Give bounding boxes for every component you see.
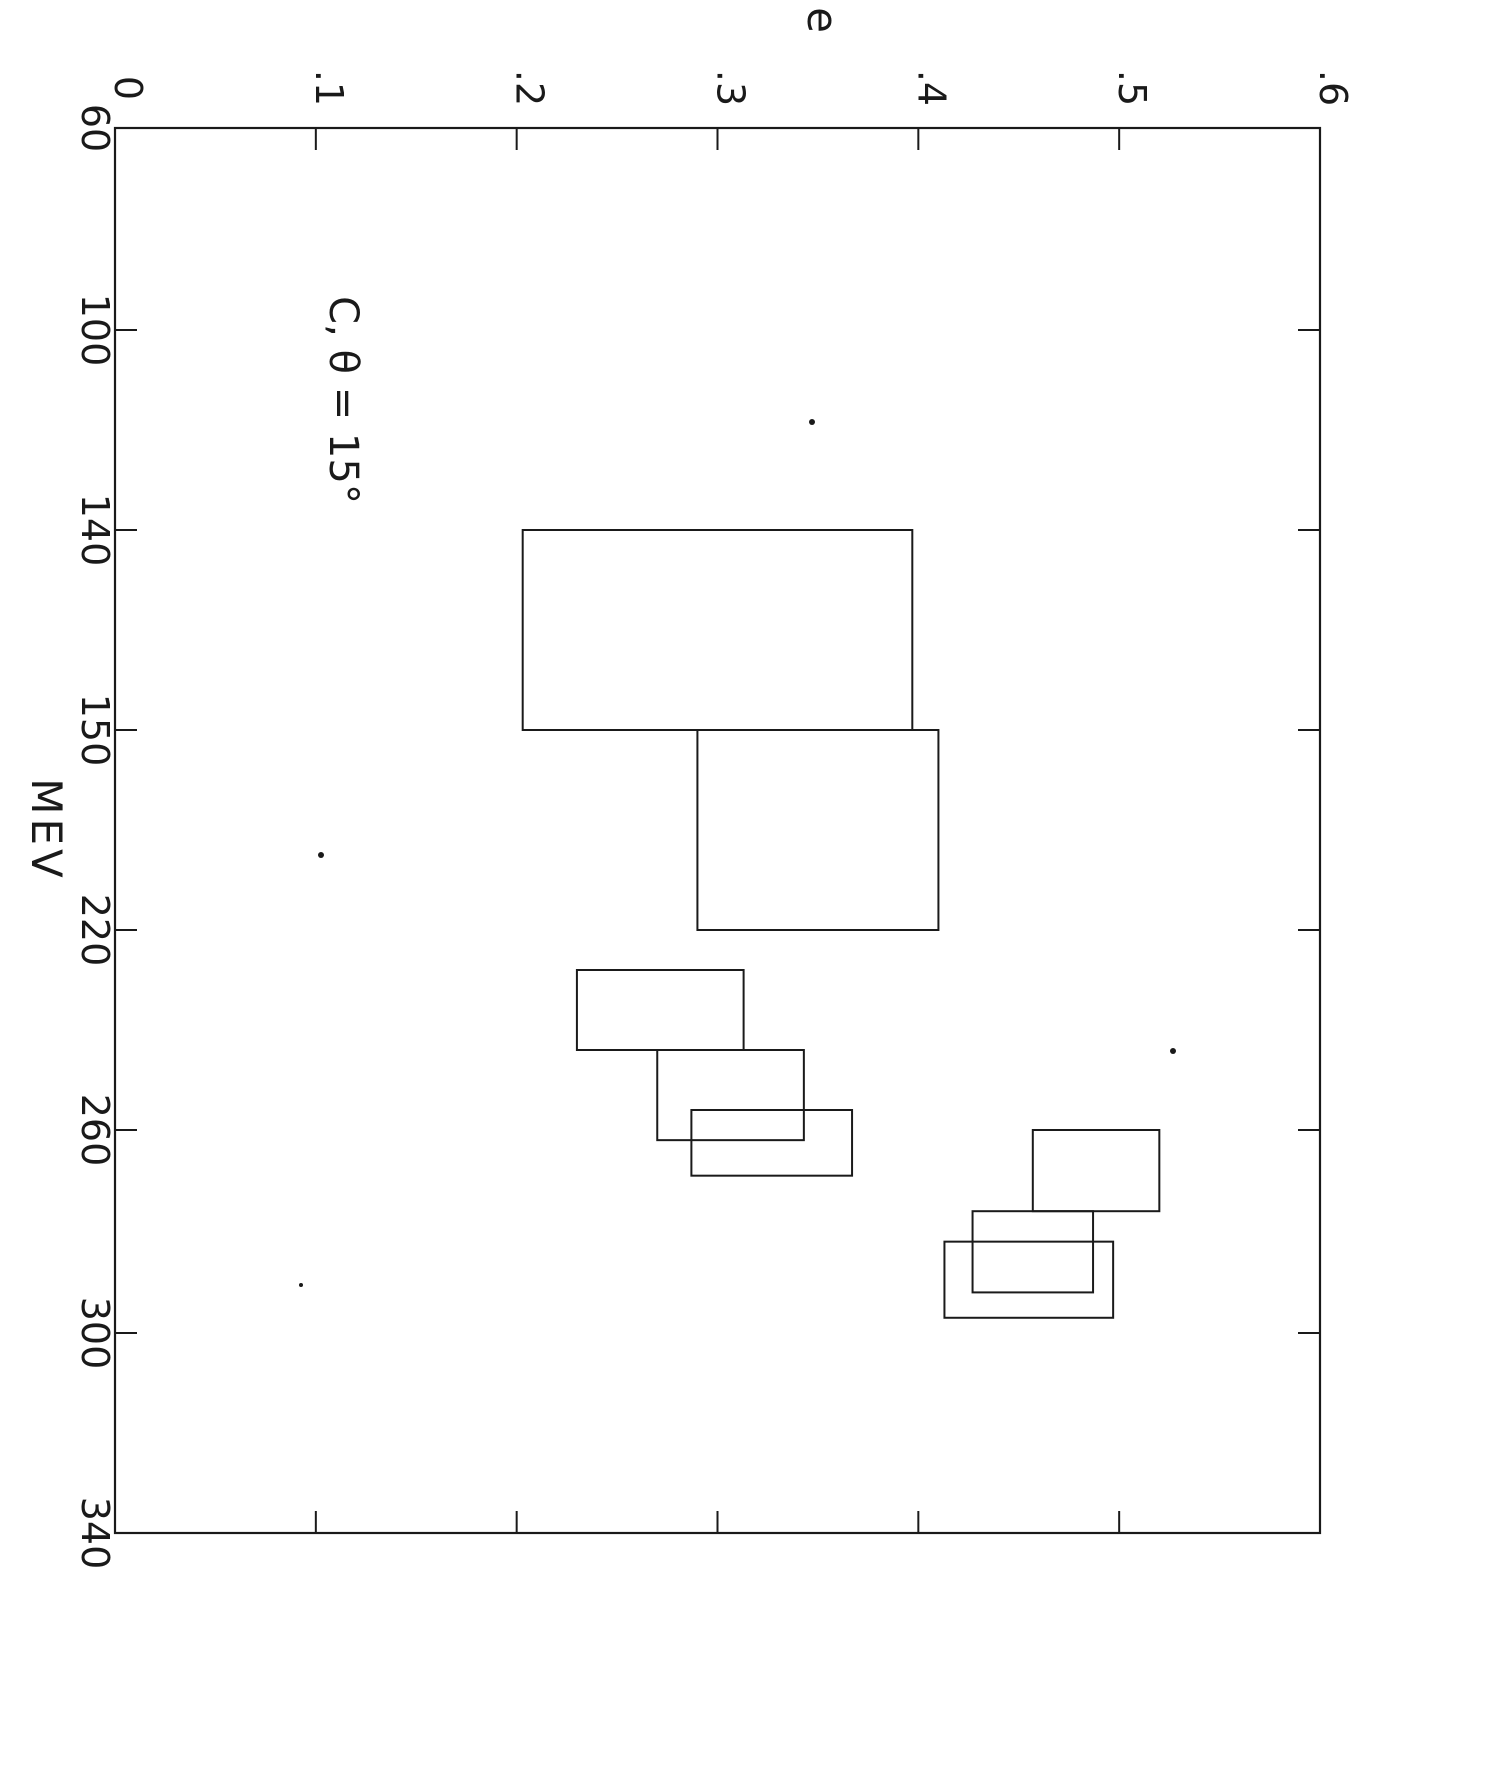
x-tick-label: 0	[106, 76, 150, 100]
scan-speck	[1170, 1048, 1176, 1054]
data-box	[1031, 1129, 1161, 1213]
scan-speck	[809, 419, 815, 425]
data-box	[575, 969, 745, 1051]
x-tick-label: .4	[909, 70, 953, 106]
y-tick-label: 340	[73, 1497, 117, 1570]
data-box	[971, 1210, 1095, 1294]
x-tick-label: .5	[1110, 70, 1154, 106]
y-tick-label: 300	[73, 1297, 117, 1370]
data-box	[690, 1109, 854, 1177]
scan-speck	[318, 852, 324, 858]
x-tick-label: .1	[307, 70, 351, 106]
data-box	[521, 529, 914, 731]
plot-area: 0 .1 .2 .3 .4 .5 .6 60 100 140 150 220 260 300 340 e MEV…	[22, 7, 1355, 1569]
y-axis-title: MEV	[22, 778, 71, 882]
y-tick-label: 150	[73, 694, 117, 767]
y-tick-label: 60	[73, 104, 117, 152]
y-tick-label: 100	[73, 294, 117, 367]
plot-frame	[113, 126, 1322, 1535]
x-tick-label: .2	[508, 70, 552, 106]
data-box	[656, 1049, 805, 1142]
y-tick-label: 220	[73, 894, 117, 967]
data-box	[696, 729, 940, 931]
x-tick-label: .3	[709, 70, 753, 106]
data-box	[943, 1240, 1115, 1319]
x-axis-title: e	[798, 7, 847, 37]
annotation-label: C, θ = 15°	[320, 296, 366, 504]
scan-speck	[299, 1283, 303, 1287]
y-tick-label: 140	[73, 494, 117, 567]
y-tick-label: 260	[73, 1094, 117, 1167]
x-tick-label: .6	[1311, 70, 1355, 106]
